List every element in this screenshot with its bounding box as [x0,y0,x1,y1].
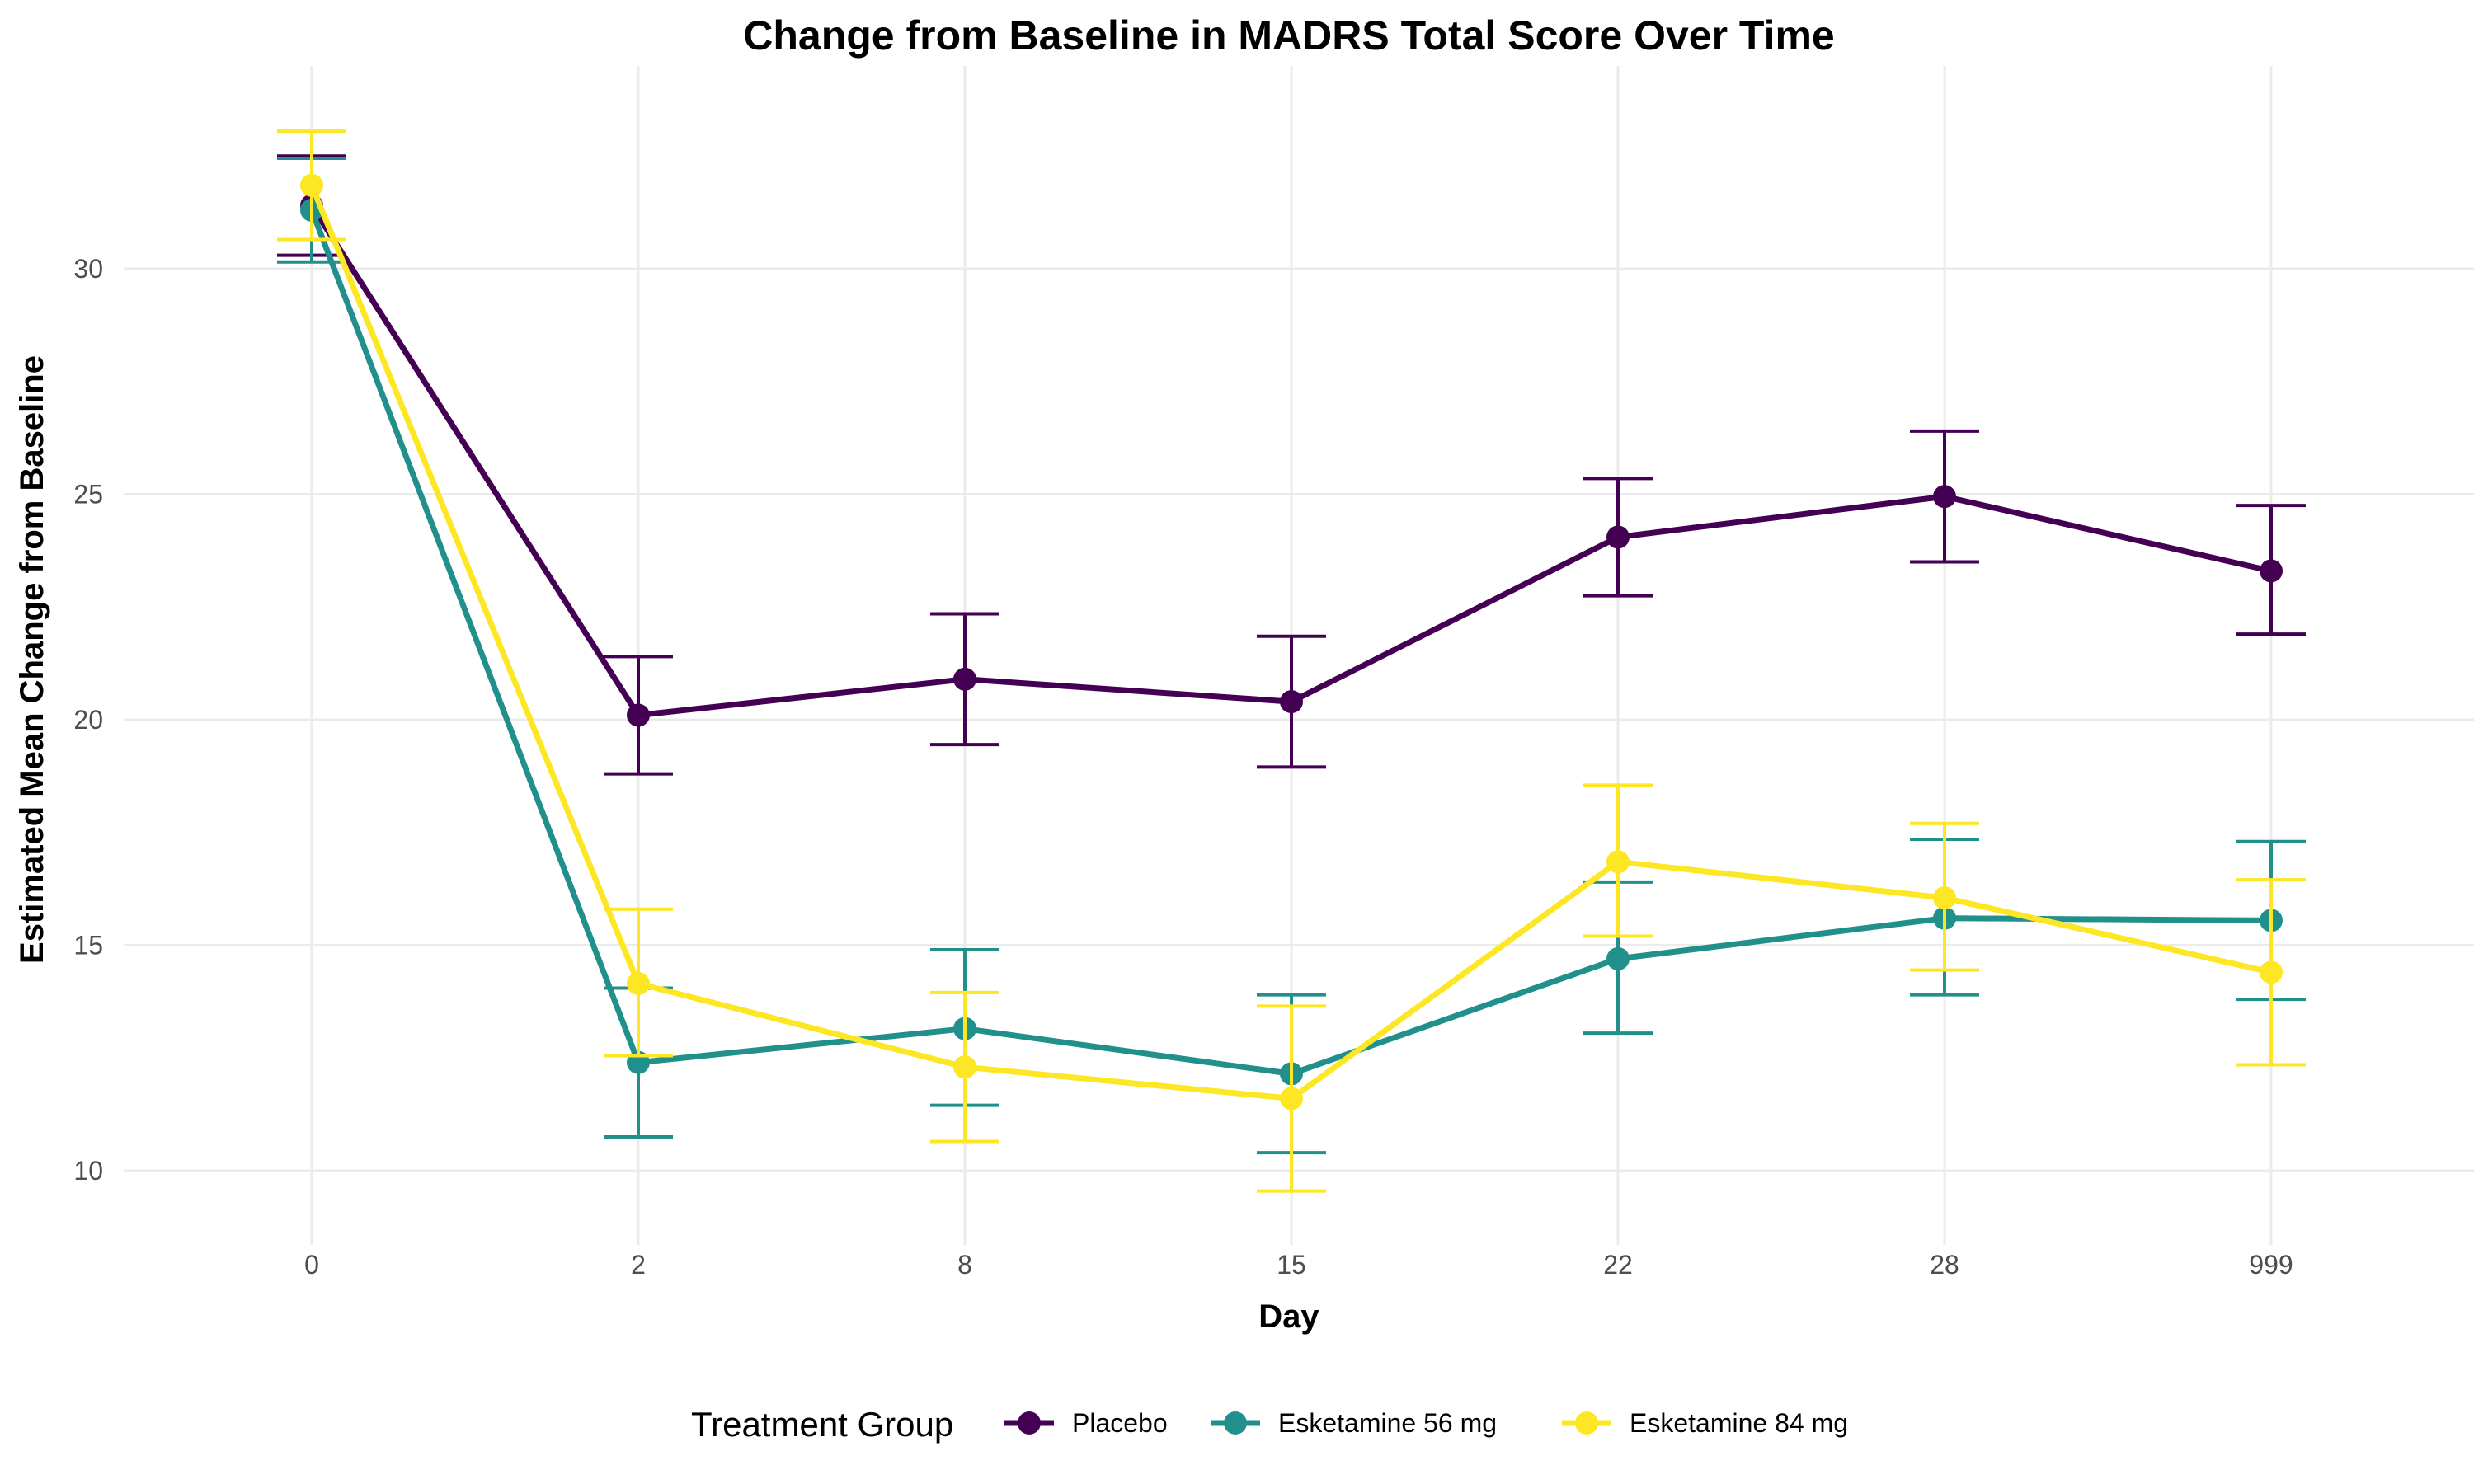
data-point [627,971,650,995]
x-tick-label: 0 [304,1250,319,1280]
legend-item: Placebo [1004,1408,1168,1438]
x-tick-label: 22 [1603,1250,1633,1280]
y-tick-label: 15 [73,931,103,960]
legend-label: Placebo [1072,1408,1168,1438]
y-axis-title: Estimated Mean Change from Baseline [14,355,50,964]
series-esketamine-84-mg [277,129,2306,1193]
legend-key-point [1575,1411,1598,1435]
x-tick-label: 999 [2249,1250,2293,1280]
chart-title: Change from Baseline in MADRS Total Scor… [743,12,1834,59]
x-tick-label: 8 [957,1250,972,1280]
legend-item: Esketamine 56 mg [1211,1408,1497,1438]
legend-title: Treatment Group [691,1405,953,1444]
y-tick-label: 30 [73,254,103,284]
data-point [1606,525,1630,549]
series-layer [277,129,2306,1193]
data-point [300,173,323,197]
data-point [2260,559,2283,583]
x-tick-label: 15 [1277,1250,1306,1280]
x-tick-label: 28 [1930,1250,1959,1280]
y-tick-label: 10 [73,1156,103,1186]
data-point [1933,485,1956,509]
data-point [953,667,976,691]
data-point [953,1055,976,1079]
data-point [1280,690,1303,714]
legend-key-point [1224,1411,1247,1435]
data-point [627,703,650,727]
legend-label: Esketamine 84 mg [1630,1408,1848,1438]
data-point [1280,1087,1303,1111]
data-point [2260,960,2283,984]
x-axis-title: Day [1258,1298,1319,1335]
x-tick-label: 2 [631,1250,646,1280]
legend-items: Placebo Esketamine 56 mg Esketamine 84 mg [1004,1408,1848,1438]
data-point [1606,946,1630,970]
legend-label: Esketamine 56 mg [1278,1408,1497,1438]
y-tick-label: 20 [73,705,103,735]
legend: Treatment Group Placebo Esketamine 56 mg E… [691,1405,1848,1444]
legend-item: Esketamine 84 mg [1562,1408,1848,1438]
legend-key-point [1018,1411,1041,1435]
data-point [1933,886,1956,910]
y-tick-label: 25 [73,480,103,510]
data-point [1606,850,1630,874]
